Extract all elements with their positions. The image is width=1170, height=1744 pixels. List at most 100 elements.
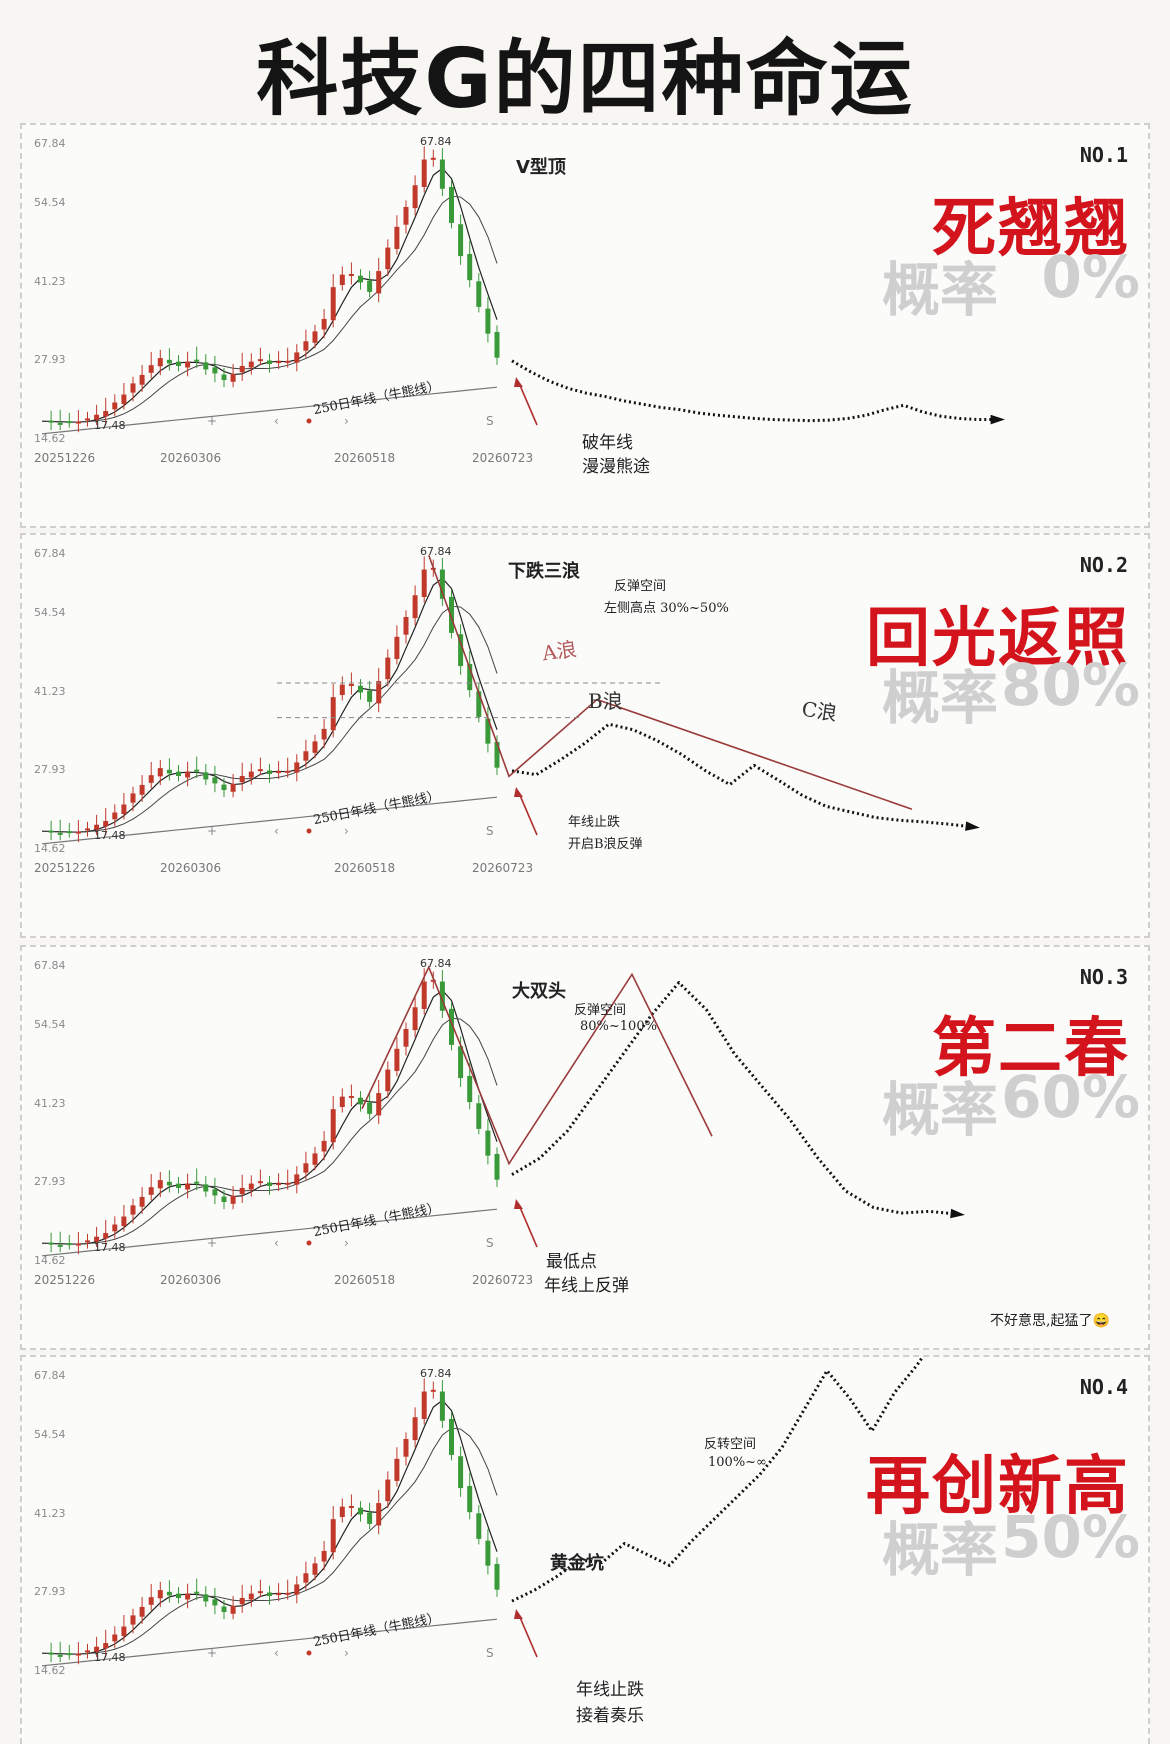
candle-body — [348, 683, 354, 686]
candle-body — [385, 1069, 391, 1092]
candle-body — [285, 360, 291, 363]
candle-body — [221, 1606, 227, 1613]
candle-body — [166, 769, 172, 774]
y-tick: 67.84 — [34, 1369, 66, 1382]
candle-body — [367, 280, 373, 292]
candle-body — [103, 1643, 109, 1649]
projection-path — [511, 1357, 925, 1603]
axis-marker: ‹ — [274, 414, 279, 428]
candle-body — [303, 1163, 309, 1173]
candle-body — [449, 1008, 454, 1045]
axis-marker: ‹ — [274, 1646, 279, 1660]
candle-body — [421, 159, 427, 188]
candle-body — [276, 771, 282, 774]
y-tick: 27.93 — [34, 1175, 66, 1188]
x-tick: 20260723 — [472, 451, 534, 465]
pattern-label: 大双头 — [512, 981, 566, 1002]
candle-body — [248, 1593, 254, 1600]
annotation-arrow — [518, 382, 538, 426]
candle-body — [312, 1563, 318, 1575]
candle-body — [339, 1096, 345, 1108]
candle-body — [194, 769, 200, 772]
candle-body — [294, 352, 300, 363]
candle-body — [66, 1243, 72, 1246]
candle-body — [75, 1243, 81, 1246]
candle-body — [394, 636, 400, 659]
candle-body — [248, 771, 254, 778]
candle-body — [230, 1195, 236, 1204]
candle-body — [449, 186, 454, 223]
candle-body — [185, 361, 191, 368]
candle-body — [294, 762, 300, 773]
candle-body — [330, 1519, 336, 1553]
x-tick: 20260518 — [334, 1273, 396, 1287]
candle-body — [239, 775, 245, 783]
candle-body — [57, 832, 63, 835]
annotation-arrow — [518, 792, 538, 836]
candle-body — [212, 777, 218, 784]
candle-body — [85, 1240, 90, 1243]
candle-body — [148, 775, 154, 783]
candle-body — [66, 421, 72, 424]
axis-dot — [306, 1240, 312, 1246]
candle-body — [267, 1182, 272, 1186]
note-line: 反弹空间 — [614, 579, 667, 594]
top-note: 不好意思,起猛了😄 — [990, 1313, 1110, 1329]
axis-dot — [306, 1650, 312, 1656]
x-tick: 20260723 — [472, 861, 534, 875]
axis-marker: S — [486, 1646, 494, 1660]
candle-body — [439, 569, 445, 599]
candle-body — [467, 1485, 473, 1513]
candle-body — [494, 741, 500, 768]
candle-body — [276, 1593, 282, 1596]
candle-body — [85, 828, 90, 831]
peak-label: 67.84 — [420, 545, 452, 558]
axis-marker: ‹ — [274, 1236, 279, 1250]
candle-body — [267, 1592, 272, 1596]
projection-path — [511, 981, 958, 1216]
candle-body — [121, 1216, 127, 1227]
candle-body — [157, 1590, 163, 1599]
y-tick: 27.93 — [34, 1585, 66, 1598]
candle-body — [267, 360, 272, 364]
candle-body — [339, 274, 345, 286]
y-tick: 67.84 — [34, 547, 66, 560]
chart-plot: + ‹ › S — [41, 554, 980, 845]
candle-body — [57, 1654, 63, 1657]
candle-body — [157, 768, 163, 777]
projection-arrowhead — [950, 1208, 965, 1219]
candle-body — [139, 374, 145, 385]
candle-body — [48, 830, 54, 833]
candle-body — [312, 741, 318, 753]
candle-body — [75, 421, 81, 424]
axis-marker: S — [486, 824, 494, 838]
candle-body — [421, 1391, 427, 1420]
y-tick: 41.23 — [34, 685, 66, 698]
y-tick: 41.23 — [34, 1097, 66, 1110]
y-tick: 14.62 — [34, 842, 66, 855]
ma250-line — [41, 1208, 498, 1257]
candle-body — [185, 1183, 191, 1190]
y-tick: 54.54 — [34, 1018, 66, 1031]
candle-body — [476, 691, 482, 717]
note-line: 80%~100% — [580, 1019, 657, 1034]
candle-body — [194, 359, 200, 362]
low-label: 17.48 — [94, 1651, 126, 1664]
candle-body — [194, 1591, 200, 1594]
chart-plot: + ‹ › S — [41, 965, 965, 1257]
probability-label: 概率 — [882, 664, 999, 732]
candle-body — [57, 1244, 63, 1247]
candle-body — [112, 1634, 118, 1642]
candle-body — [376, 1093, 382, 1116]
candle-body — [185, 1593, 191, 1600]
annotation-line: 接着奏乐 — [576, 1706, 644, 1726]
candle-body — [157, 358, 163, 367]
y-tick: 41.23 — [34, 275, 66, 288]
candle-body — [121, 1626, 127, 1637]
candle-body — [203, 772, 209, 780]
ma250-line — [41, 386, 498, 435]
note-line: 100%~∞ — [708, 1455, 767, 1470]
candle-body — [367, 690, 373, 702]
note-line: 反弹空间 — [574, 1003, 627, 1018]
candle-body — [403, 1438, 409, 1457]
